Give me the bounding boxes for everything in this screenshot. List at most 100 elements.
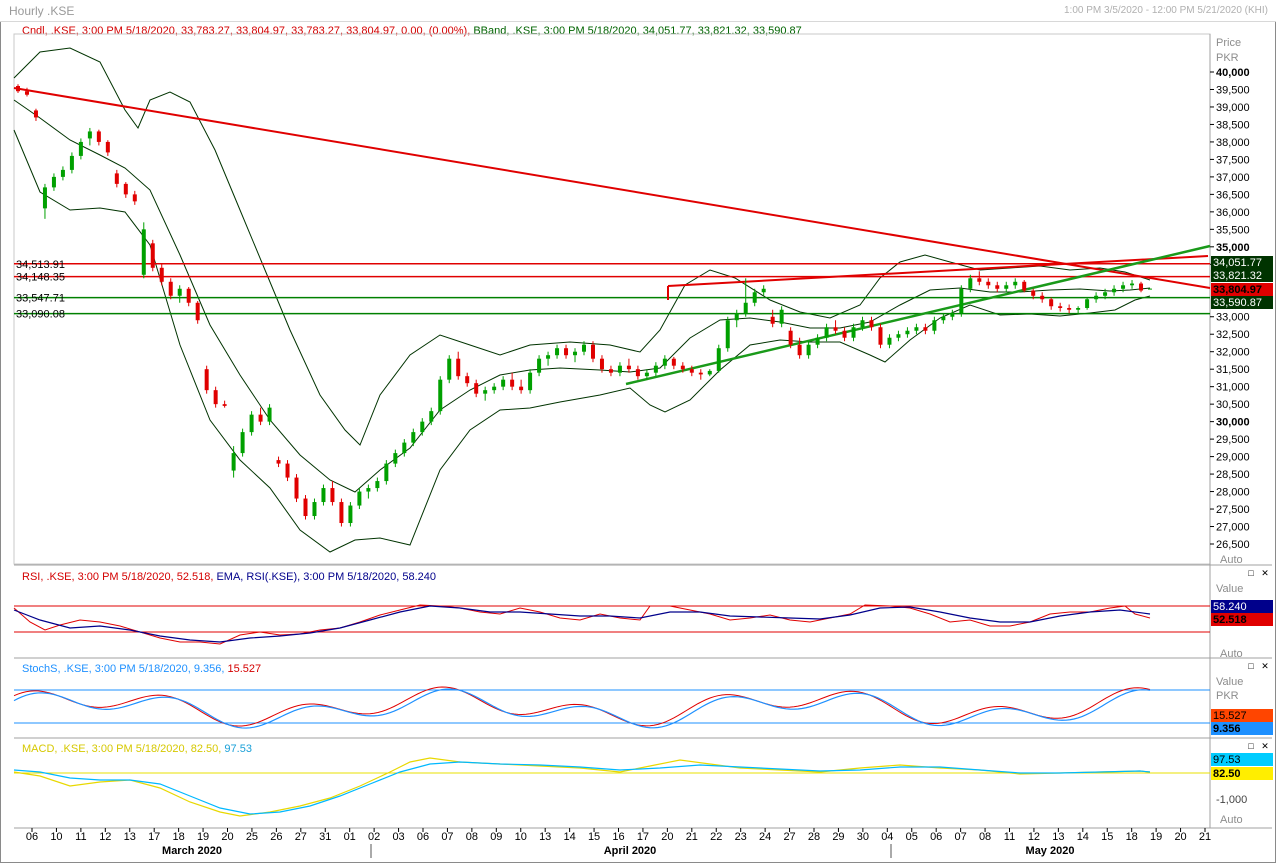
x-tick-label: 14 [1077,831,1089,843]
price-tick-label: 27,000 [1216,522,1250,534]
candle-body [402,442,407,454]
candle-body [384,463,389,482]
candle-body [339,502,344,524]
candle-body [986,281,991,286]
candle-body [483,390,488,394]
x-tick-label: 28 [808,831,820,843]
candle-body [465,376,470,384]
price-tick-label: 36,000 [1216,207,1250,219]
level-label: 33,090.08 [16,309,65,321]
candle-body [87,131,92,139]
x-tick-label: 20 [661,831,673,843]
stoch-axis-title: Value [1216,676,1243,688]
price-tick-label: 32,500 [1216,329,1250,341]
candle-body [896,334,901,338]
level-label: 33,547.71 [16,293,65,305]
candle-body [662,358,667,366]
x-tick-label: 13 [124,831,136,843]
candle-body [824,327,829,338]
x-tick-label: 07 [441,831,453,843]
price-axis-unit: PKR [1216,52,1239,64]
rsi-line [13,604,1151,645]
candle-body [330,488,335,503]
macd-legend-signal: 97.53 [224,743,252,755]
price-tick-label: 29,500 [1216,434,1250,446]
bband-lower-line [13,129,1151,553]
candle-body [1112,288,1117,293]
candle-body [24,91,29,95]
candle-body [16,85,20,92]
candle-body [842,330,847,338]
candle-body [1094,295,1099,300]
candle-body [276,460,281,464]
level-label: 34,148.35 [16,272,65,284]
candle-body [294,477,299,499]
x-tick-label: 11 [1004,831,1015,843]
candle-body [69,155,74,170]
candle-body [420,421,425,433]
macd-close-icon[interactable]: ✕ [1261,741,1269,751]
rsi-tag-bg [1211,600,1273,613]
candle-body [33,110,38,118]
price-tick-label: 39,500 [1216,84,1250,96]
candle-body [258,414,263,422]
title-bar[interactable]: Hourly .KSE 1:00 PM 3/5/2020 - 12:00 PM … [0,0,1276,22]
rsi-legend-text: RSI, .KSE, 3:00 PM 5/18/2020, 52.518, [22,571,214,583]
price-tick-label: 28,000 [1216,487,1250,499]
candle-body [905,330,910,335]
candle-body [833,327,838,331]
stoch-legend-k: 9.356, [193,663,225,675]
macd-signal-line [13,761,1151,815]
price-tag-bg [1211,256,1273,269]
x-tick-label: 30 [857,831,869,843]
candle-body [770,316,775,324]
candle-body [1085,299,1090,308]
candle-body [725,320,730,349]
candle-body [815,337,820,345]
candle-body [438,379,443,412]
candle-body [743,302,748,314]
uptrend-line [625,244,1211,386]
price-tag-bg [1211,269,1273,282]
candle-body [312,502,317,517]
candle-body [1040,295,1045,300]
x-tick-label: 17 [148,831,160,843]
x-tick-label: 19 [197,831,209,843]
x-tick-label: 05 [906,831,918,843]
candle-body [1031,290,1036,296]
stoch-close-icon[interactable]: ✕ [1261,661,1269,671]
candle-body [1049,299,1054,307]
candle-body [159,267,164,282]
price-tick-label: 30,500 [1216,399,1250,411]
x-tick-label: 20 [221,831,233,843]
macd-maximize-icon[interactable]: □ [1248,741,1254,751]
stoch-maximize-icon[interactable]: □ [1248,661,1254,671]
price-tick-label: 29,000 [1216,452,1250,464]
x-tick-label: 02 [368,831,380,843]
candle-body [141,229,146,275]
candle-body [869,320,874,328]
candle-body [761,288,766,293]
candle-body [887,337,892,345]
bband-middle-line [13,99,1151,493]
stoch-tag-bg [1211,709,1273,722]
macd-tick-label: -1,000 [1216,794,1247,806]
x-tick-label: 09 [490,831,502,843]
price-tick-label: 33,000 [1216,312,1250,324]
candle-body [752,292,757,303]
x-tick-label: 23 [735,831,747,843]
x-tick-label: 27 [295,831,307,843]
candle-body [411,432,416,443]
candle-body [528,372,533,391]
candle-body [267,407,272,422]
stoch-axis-unit: PKR [1216,690,1239,702]
candle-body [96,131,101,142]
x-tick-label: 18 [1126,831,1138,843]
candle-body [474,383,479,394]
candle-body [1121,285,1126,289]
rsi-close-icon[interactable]: ✕ [1261,568,1269,578]
rsi-ema-line [13,605,1151,643]
rsi-maximize-icon[interactable]: □ [1248,568,1254,578]
candle-body [923,327,928,331]
